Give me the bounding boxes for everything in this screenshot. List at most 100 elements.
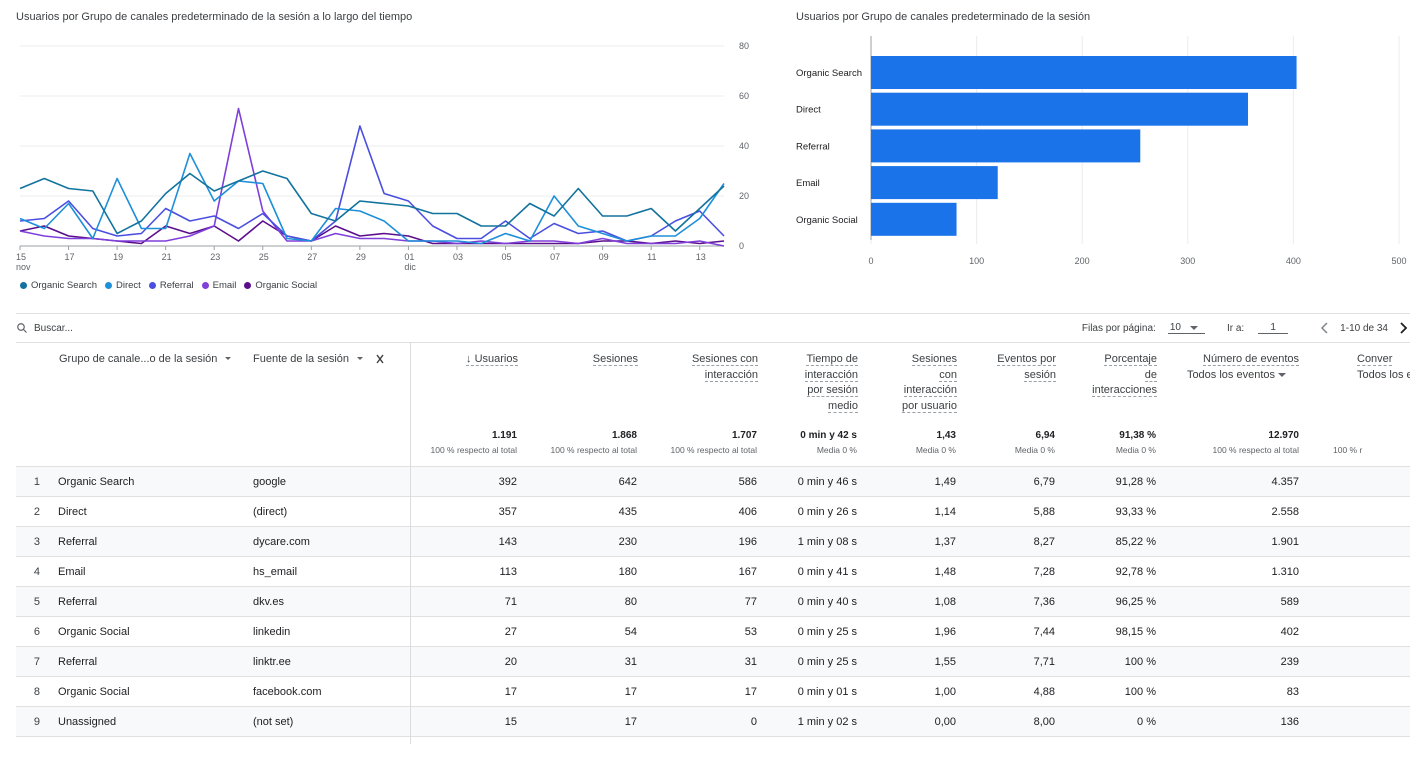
metric-header[interactable]: Conver Todos los e [1313,342,1410,427]
x-tick-label: 300 [1180,256,1195,266]
table-row[interactable]: 4 Email hs_email 113 180 167 0 min y 41 s 1,48 7… [16,556,1410,587]
series-line-direct[interactable] [19,152,725,245]
metric-cell: 7,44 [957,616,1056,647]
legend-item[interactable]: Organic Social [244,280,317,291]
legend-item[interactable]: Direct [105,280,141,291]
metric-header[interactable]: Tiempo de interacción por sesión medio [758,342,858,427]
legend-item[interactable]: Email [201,280,236,291]
search-box[interactable]: Buscar... [16,314,73,342]
sort-dropdown-icon[interactable] [220,354,236,364]
metric-cell: 85,22 % [1056,526,1157,557]
table-row[interactable]: 9 Unassigned (not set) 15 17 0 1 min y 02 s 0,0… [16,706,1410,737]
metric-cell: 100 % [1056,676,1157,707]
page-range: 1-10 de 34 [1340,322,1388,334]
table-row[interactable]: 1 Organic Search google 392 642 586 0 min y 46… [16,466,1410,497]
metric-cell: 20 [409,646,518,677]
table-row[interactable]: 7 Referral linktr.ee 20 31 31 0 min y 25 s 1,55… [16,646,1410,677]
series-line-organic-search[interactable] [19,170,725,235]
table-row[interactable]: 3 Referral dycare.com 143 230 196 1 min y 08 s… [16,526,1410,557]
bar[interactable] [871,56,1297,89]
x-tick-label: 29 [356,252,366,262]
next-page-icon[interactable] [1396,321,1410,335]
x-tick-label: 0 [868,256,873,266]
rows-per-page-value: 10 [1169,322,1181,333]
metric-cell [1313,646,1410,677]
goto-input[interactable]: 1 [1258,322,1289,334]
close-icon[interactable] [373,354,387,364]
metric-cell: 196 [638,526,758,557]
metric-cell: 17 [409,676,518,707]
bar[interactable] [871,92,1248,126]
sort-dropdown-icon[interactable] [352,354,368,364]
metric-sub-selector[interactable]: Todos los eventos [1186,368,1275,381]
metric-cell: 96,25 % [1056,586,1157,617]
metric-cell: 83 [1157,676,1313,707]
metric-header[interactable]: Sesiones con interacción por usuario [858,342,957,427]
metric-total-note: 100 % respecto al total [409,444,518,467]
channel-cell: Organic Social [50,676,252,707]
dimension-header-channel[interactable]: Grupo de canale...o de la sesión [50,342,252,427]
metric-total-note: Media 0 % [816,445,857,455]
metric-cell: 167 [638,556,758,587]
metric-header[interactable]: Sesiones con interacción [638,342,758,427]
x-tick-label: 500 [1391,256,1406,266]
metric-header-label: interacción [804,368,858,382]
series-line-organic-social[interactable] [19,220,725,245]
search-icon [17,323,27,333]
metric-cell: 17 [518,706,638,737]
metric-header[interactable]: Eventos por sesión [957,342,1056,427]
metric-cell: 2.558 [1157,496,1313,527]
metric-total: 1.191 [409,427,518,444]
channel-cell: Referral [50,526,252,557]
metric-cell [1313,616,1410,647]
series-line-email[interactable] [19,107,725,247]
metric-cell: 8,00 [957,706,1056,737]
x-tick-label: 23 [210,252,220,262]
y-tick-label: 20 [739,191,749,201]
table-row[interactable]: 8 Organic Social facebook.com 17 17 17 0 min y… [16,676,1410,707]
x-tick-label: 27 [307,252,317,262]
metric-header[interactable]: Porcentaje de interacciones [1056,342,1157,427]
metric-cell: 136 [1157,706,1313,737]
search-input[interactable]: Buscar... [34,322,73,334]
x-tick-label: 15 [16,252,26,262]
metric-header-label: con [939,368,957,382]
legend-dot-icon [201,282,209,289]
prev-page-icon[interactable] [1318,321,1332,335]
metric-cell: 1,48 [858,556,957,587]
x-tick-label: 25 [259,252,269,262]
table-row[interactable]: 2 Direct (direct) 357 435 406 0 min y 26 s 1,14… [16,496,1410,527]
legend-item[interactable]: Referral [148,280,194,291]
metric-total [1313,427,1410,444]
channel-cell: Referral [50,646,252,677]
source-cell: dkv.es [252,586,410,617]
x-tick-label: 17 [65,252,75,262]
category-label: Direct [796,105,821,116]
metric-sub-selector[interactable]: Todos los e [1357,368,1410,381]
dimension-header-source[interactable]: Fuente de la sesión [252,342,410,427]
metric-total-note: Media 0 % [915,445,956,455]
metric-header[interactable]: ↓ Usuarios [409,342,518,427]
legend-item[interactable]: Organic Search [20,280,97,291]
table-row[interactable]: 5 Referral dkv.es 71 80 77 0 min y 40 s 1,08 7,3… [16,586,1410,617]
metric-cell [1313,556,1410,587]
rows-per-page-select[interactable]: 10 [1167,322,1205,334]
metric-cell: 435 [518,496,638,527]
metric-cell: 1,55 [858,736,957,744]
table-row[interactable]: 6 Organic Social linkedin 27 54 53 0 min y 25 … [16,616,1410,647]
series-line-referral[interactable] [19,125,725,242]
bar[interactable] [871,129,1141,163]
metric-header[interactable]: Número de eventos Todos los eventos [1157,342,1313,427]
metric-cell: 586 [638,466,758,497]
bar[interactable] [871,202,957,236]
metric-cell [1313,466,1410,497]
metric-header-label: Porcentaje [1104,353,1157,366]
metric-header-label: Sesiones con [691,353,758,366]
source-cell: linkedin [252,616,410,647]
bar[interactable] [871,166,998,200]
x-tick-label: 13 [696,252,706,262]
row-index: 4 [16,556,50,587]
metric-header[interactable]: Sesiones [518,342,638,427]
dropdown-arrow-icon[interactable] [1275,370,1289,380]
table-row[interactable]: 10Organic Searchbing1120171 min y 17 s1,… [16,736,1410,744]
